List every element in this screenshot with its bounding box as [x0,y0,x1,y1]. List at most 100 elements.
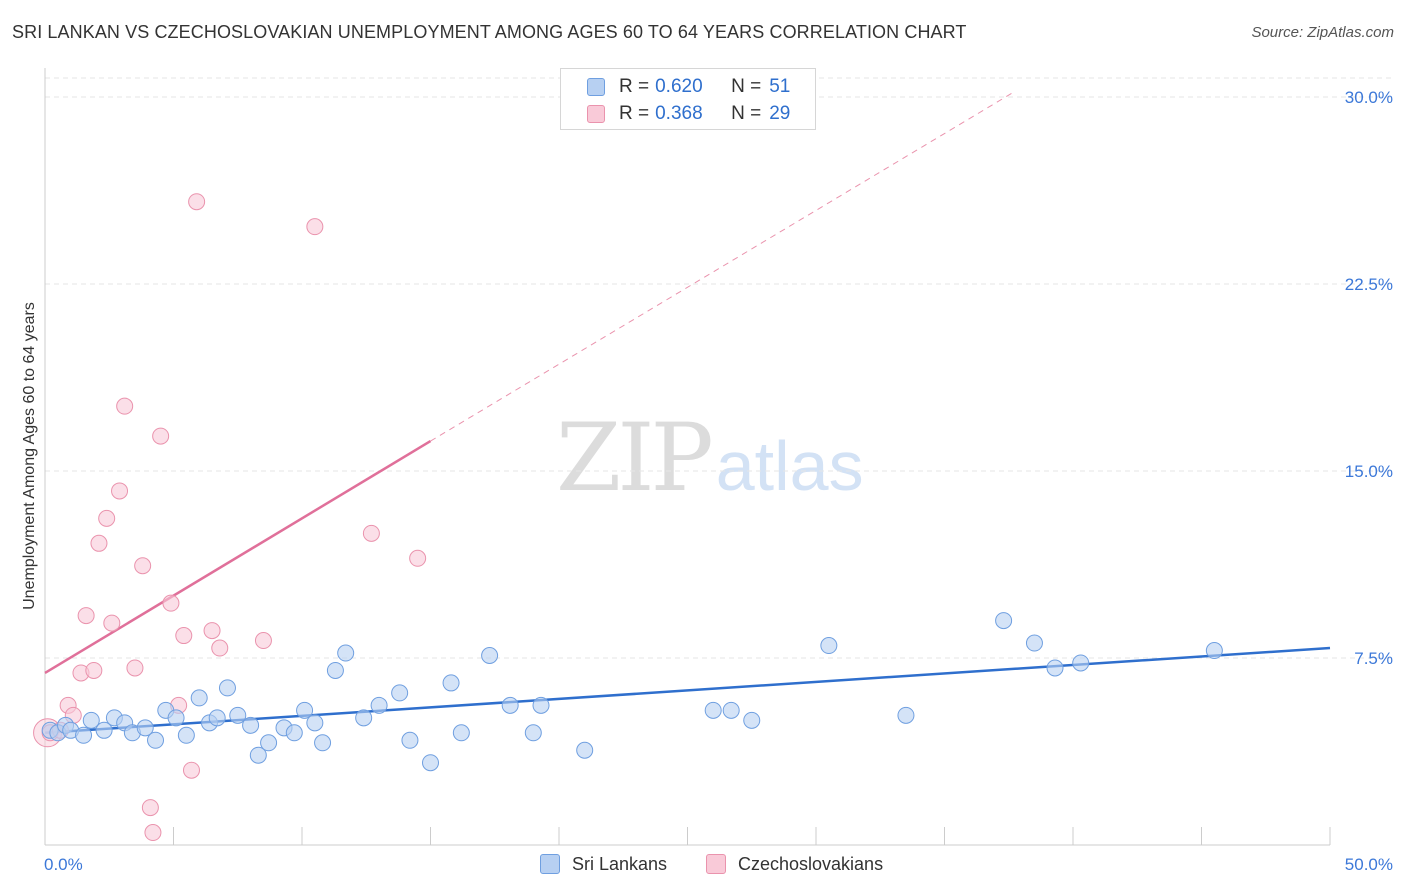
watermark-zip: ZIP [556,404,714,513]
sri-lankans-point [401,731,419,749]
sri-lankans-point [326,661,344,679]
czechoslovakians-legend-label: Czechoslovakians [738,853,884,874]
sri-lankans-point [260,734,278,752]
y-tick-label: 7.5% [1354,649,1393,668]
czechoslovakians-point [362,524,380,542]
n-value: 51 [769,76,791,97]
sri-lankans-point [218,679,236,697]
watermark-atlas: atlas [715,427,864,505]
sri-lankans-point [208,709,226,727]
czechoslovakians-point [152,427,170,445]
czechoslovakians-point [182,761,200,779]
czechoslovakians-point [111,482,129,500]
n-value: 29 [769,103,791,124]
x-tick-label: 0.0% [44,855,83,874]
source-label: Source: ZipAtlas.com [1251,24,1394,41]
sri-lankans-point [743,711,761,729]
tick-labels: 7.5% 15.0% 22.5% 30.0% 0.0% 50.0% [44,88,1393,874]
czechoslovakians-point [203,622,221,640]
y-axis-title: Unemployment Among Ages 60 to 64 years [21,302,38,610]
y-tick-label: 15.0% [1345,462,1393,481]
n-label: N = [731,76,762,97]
r-label: R = [619,103,650,124]
n-label: N = [731,103,762,124]
czechoslovakians-point [126,659,144,677]
czechoslovakians-point [162,594,180,612]
sri-lankans-point [306,714,324,732]
r-value: 0.620 [655,76,703,97]
sri-lankans-point [576,741,594,759]
sri-lankans-point [1205,642,1223,660]
sri-lankans-trend-line [44,646,1331,735]
czechoslovakians-point [175,627,193,645]
sri-lankans-point [524,724,542,742]
sri-lankans-point [1046,659,1064,677]
sri-lankans-point [314,734,332,752]
sri-lankans-point [147,731,165,749]
sri-lankans-legend-swatch [540,854,560,874]
legend-row-czechoslovakians: R = 0.368 N = 29 [587,102,790,126]
sri-lankans-point [242,716,260,734]
sri-lankans-point [704,701,722,719]
trend-lines [44,91,1331,735]
chart-title: SRI LANKAN VS CZECHOSLOVAKIAN UNEMPLOYME… [12,22,967,42]
sri-lankans-point [190,689,208,707]
sri-lankans-point [229,706,247,724]
czechoslovakians-point [211,639,229,657]
czechoslovakians-point [306,218,324,236]
sri-lankans-point [296,701,314,719]
sri-lankans-point [422,754,439,772]
stats-legend: R = 0.620 N = 51 R = 0.368 N = 29 [560,68,816,130]
sri-lankans-point [1072,654,1090,672]
sri-lankans-point [136,719,154,737]
czechoslovakians-point [254,632,272,650]
legend-item-sri-lankans[interactable]: Sri Lankans [540,852,667,876]
sri-lankans-point [897,706,915,724]
x-tick-label: 50.0% [1345,855,1393,874]
czechoslovakians-point [103,614,121,632]
czechoslovakians-swatch [587,105,605,123]
sri-lankans-point [452,724,470,742]
sri-lankans-point [532,696,550,714]
sri-lankans-swatch [587,78,605,96]
sri-lankans-point [167,709,185,727]
czechoslovakians-point [134,557,152,575]
gridlines [45,77,1393,659]
czechoslovakians-point [188,193,206,211]
sri-lankans-point [820,637,838,655]
sri-lankans-point [501,696,519,714]
data-points [33,193,1223,842]
czechoslovakians-point [90,534,108,552]
sri-lankans-point [355,709,373,727]
sri-lankans-point [95,721,113,739]
legend-item-czechoslovakians[interactable]: Czechoslovakians [706,852,883,876]
czechoslovakians-point [116,397,134,415]
watermark: ZIPatlas [556,404,864,513]
sri-lankans-point [370,696,388,714]
y-tick-label: 22.5% [1345,275,1393,294]
y-tick-label: 30.0% [1345,88,1393,107]
sri-lankans-point [442,674,460,692]
sri-lankans-point [82,711,100,729]
sri-lankans-point [1025,634,1043,652]
r-value: 0.368 [655,103,703,124]
axes [44,68,1331,846]
sri-lankans-point [177,726,195,744]
czechoslovakians-point [98,509,116,527]
sri-lankans-point [481,647,499,665]
sri-lankans-point [722,701,740,719]
sri-lankans-point [337,644,355,662]
czechoslovakians-point [141,799,159,817]
sri-lankans-point [75,726,93,744]
czechoslovakians-point [144,824,162,842]
sri-lankans-point [249,746,267,764]
sri-lankans-point [995,612,1013,630]
czechoslovakians-point [85,661,103,679]
legend-row-sri-lankans: R = 0.620 N = 51 [587,75,790,99]
sri-lankans-legend-label: Sri Lankans [572,853,668,874]
czechoslovakians-point [409,549,427,567]
czechoslovakians-point [77,607,95,625]
czechoslovakians-trend-line [44,440,432,675]
